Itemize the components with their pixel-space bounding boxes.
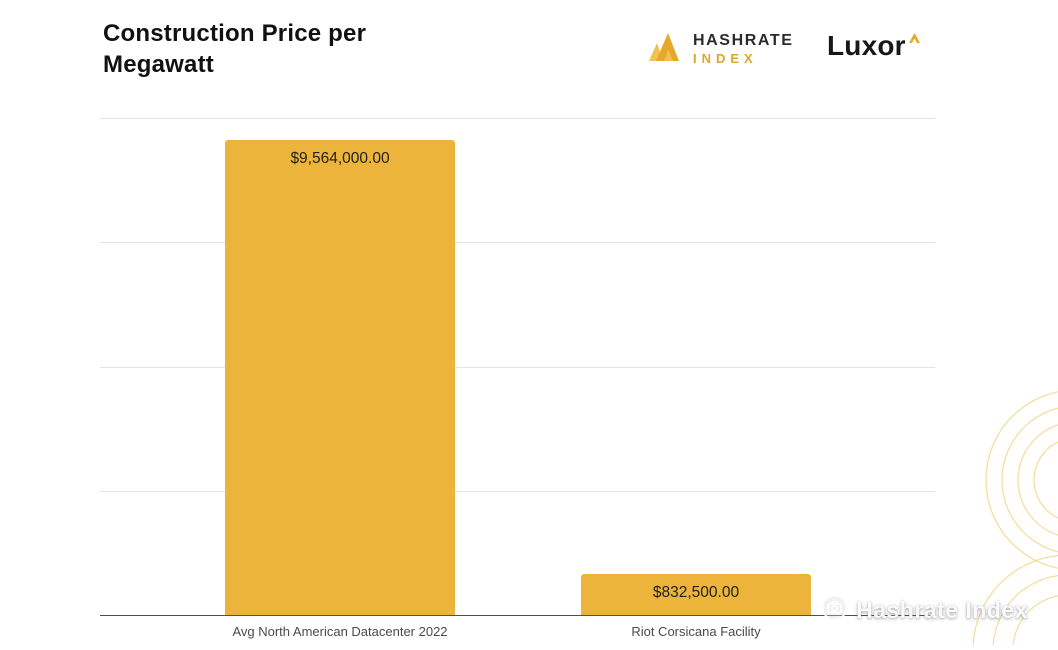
category-label: Avg North American Datacenter 2022: [232, 624, 448, 639]
luxor-logo-text: Luxor: [827, 30, 906, 61]
luxor-accent-icon: [908, 31, 921, 49]
hashrate-logo-line2: INDEX: [693, 51, 758, 67]
gridline: [100, 118, 935, 119]
bar-2[interactable]: $832,500.00: [581, 573, 811, 615]
watermark-camera-icon: [821, 594, 848, 626]
hashrate-index-logo: HASHRATE INDEX: [643, 30, 794, 69]
hashrate-logo-text: HASHRATE INDEX: [693, 32, 794, 67]
watermark-text: Hashrate Index: [856, 596, 1028, 623]
luxor-logo: Luxor: [827, 30, 921, 62]
watermark: Hashrate Index: [821, 594, 1028, 626]
gridline: [100, 366, 935, 368]
gridline: [100, 242, 935, 244]
gridline: [100, 490, 935, 492]
bar-1[interactable]: $9,564,000.00: [225, 139, 455, 615]
bar-value-label: $9,564,000.00: [290, 149, 390, 167]
category-label: Riot Corsicana Facility: [631, 624, 761, 639]
page-title: Construction Price per Megawatt: [103, 20, 367, 78]
hashrate-logo-mark-icon: [643, 30, 683, 69]
hashrate-logo-line1: HASHRATE: [693, 31, 794, 49]
bar-value-label: $832,500.00: [652, 583, 740, 601]
plot-area: $9,564,000.00 Avg North American Datacent…: [100, 118, 935, 639]
x-axis-line: [100, 615, 935, 616]
